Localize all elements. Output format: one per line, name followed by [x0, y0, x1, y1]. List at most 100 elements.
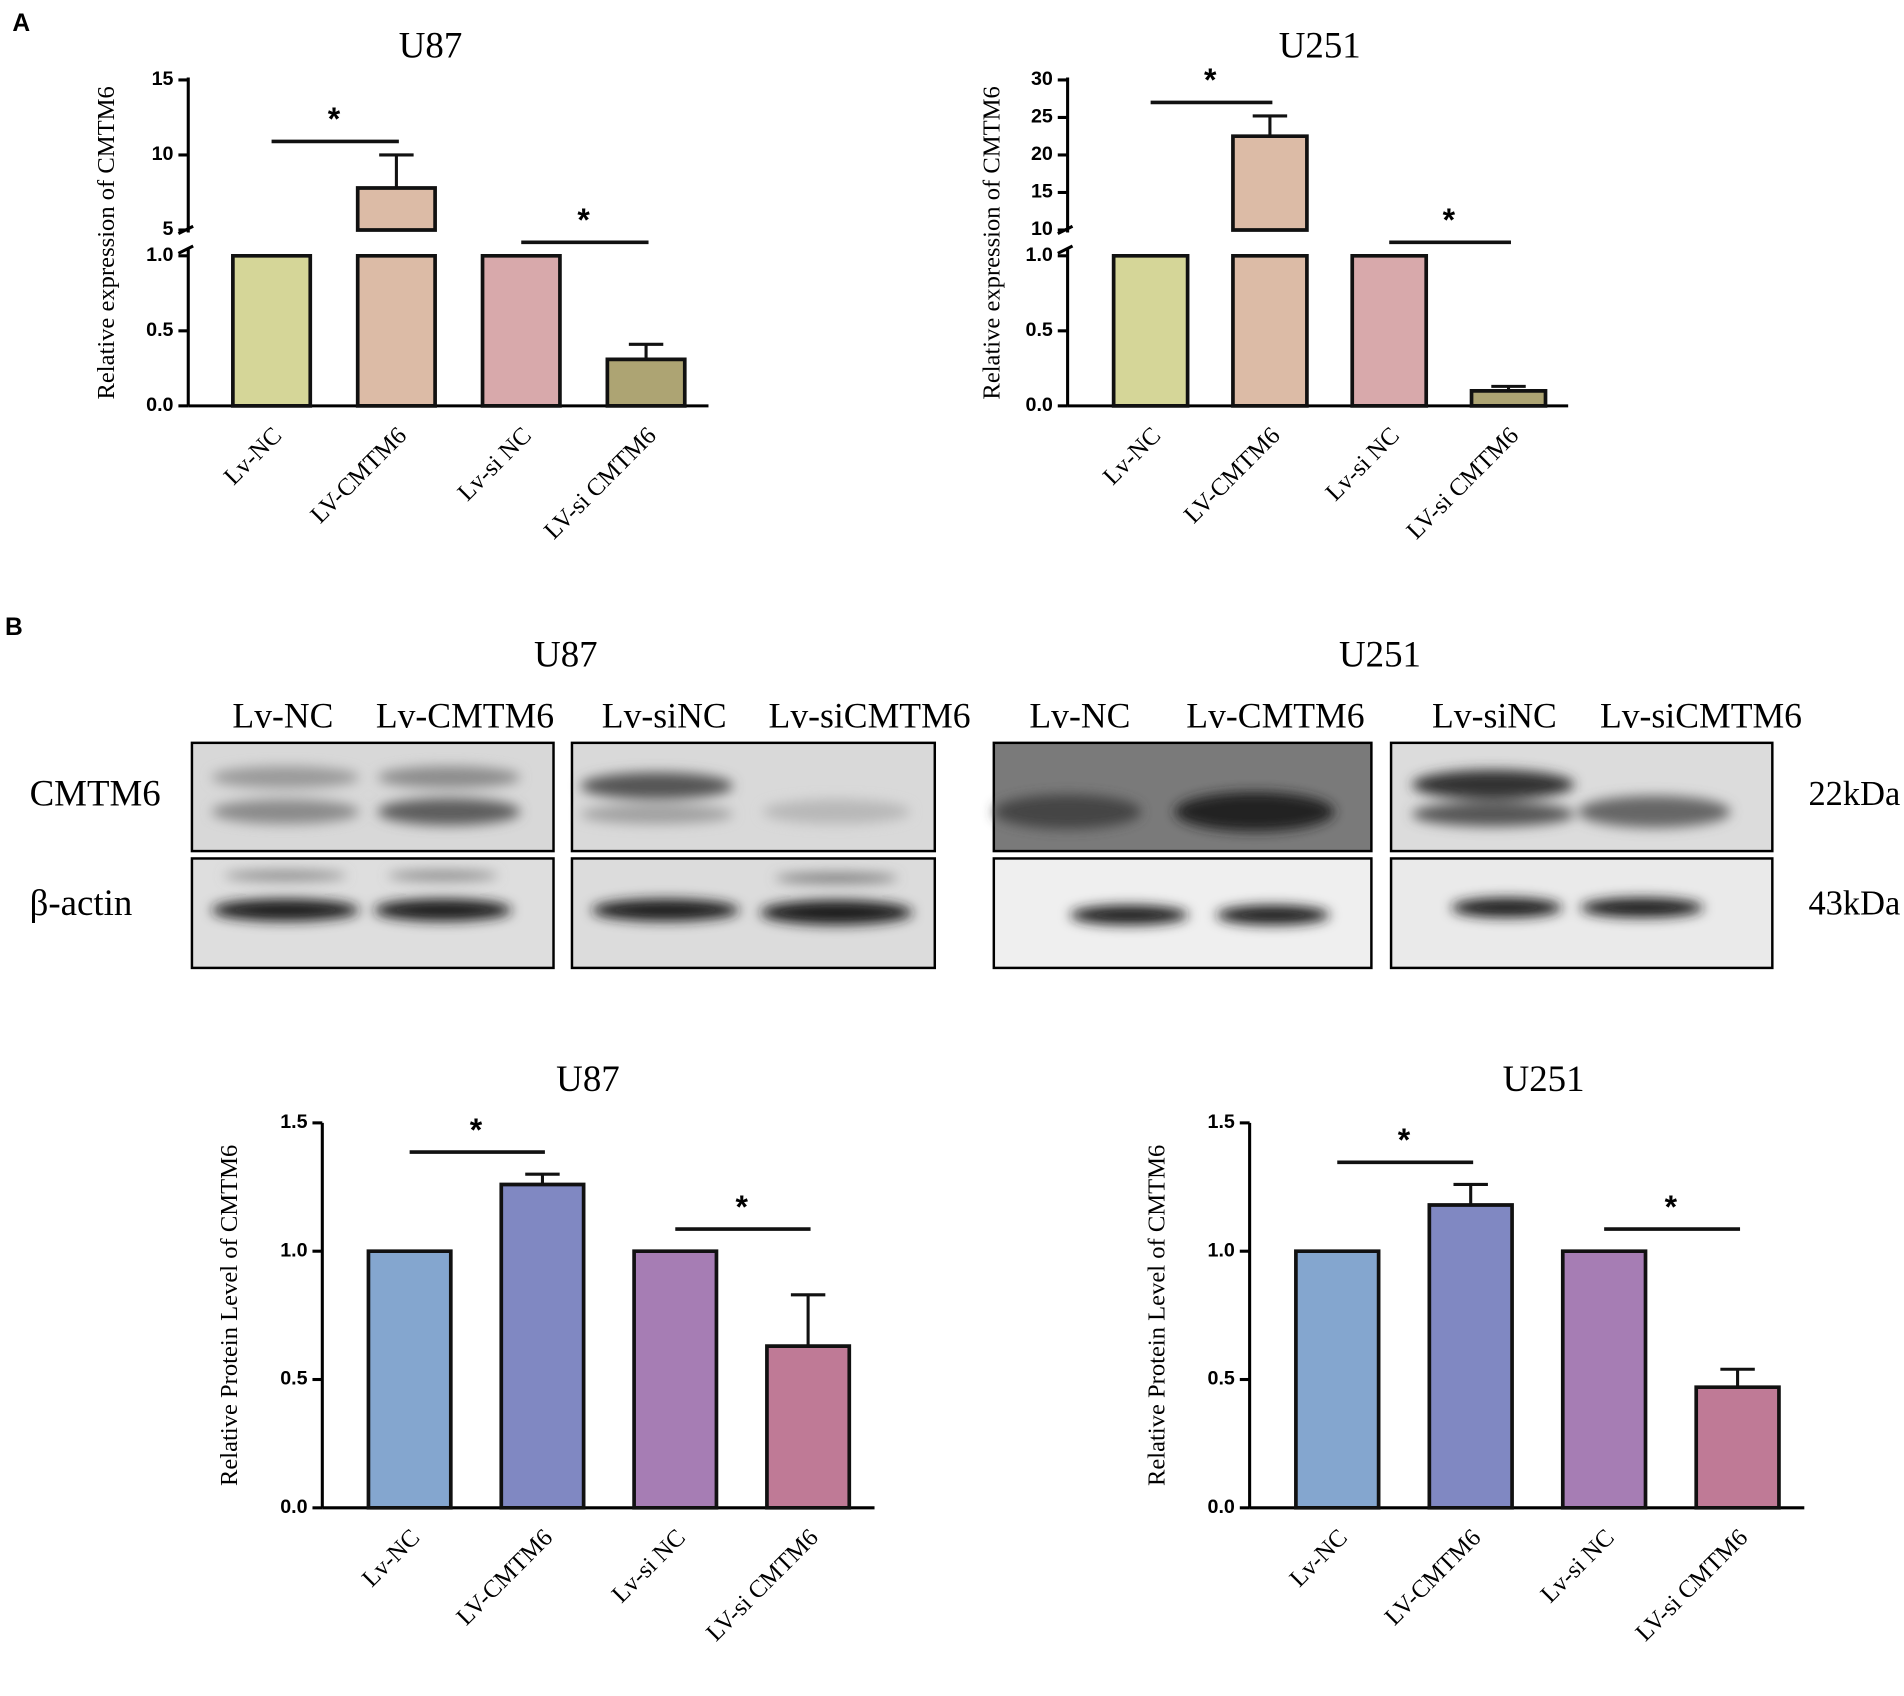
- lane-label: Lv-siCMTM6: [1600, 696, 1802, 736]
- chart-title: U87: [556, 1058, 620, 1099]
- bar: [480, 253, 562, 408]
- blot-size-label: 43kDa: [1808, 884, 1900, 922]
- chart-title: U87: [399, 25, 463, 66]
- y-tick-label: 1.5: [280, 1111, 307, 1133]
- blot-row-label: CMTM6: [30, 772, 161, 813]
- significance-label: *: [1665, 1189, 1678, 1225]
- significance-label: *: [577, 202, 590, 238]
- y-axis-label: Relative Protein Level of CMTM6: [1143, 1145, 1170, 1486]
- error-bar: [1252, 114, 1288, 137]
- y-tick-label: 0.5: [280, 1368, 307, 1390]
- y-tick-label: 1.5: [1208, 1111, 1235, 1133]
- lane-label: Lv-siCMTM6: [769, 696, 971, 736]
- error-bar: [628, 342, 664, 360]
- y-tick-label: 0.0: [1208, 1496, 1235, 1518]
- y-tick-label: 1.0: [146, 244, 173, 266]
- blot-size-label: 22kDa: [1808, 775, 1900, 813]
- y-tick-label: 1.0: [1208, 1239, 1235, 1261]
- bar: [1350, 253, 1429, 408]
- lane-label: Lv-NC: [232, 696, 333, 736]
- bar: [1294, 1249, 1381, 1510]
- panel-label: B: [5, 614, 23, 641]
- bar: [499, 1182, 586, 1510]
- y-tick-label: 0.5: [1208, 1368, 1235, 1390]
- x-tick-label: Lv-NC: [1098, 422, 1166, 490]
- x-tick-label: LV-CMTM6: [451, 1524, 558, 1631]
- x-tick-label: LV-si CMTM6: [1631, 1524, 1754, 1647]
- blot-title: U87: [534, 633, 598, 674]
- axis-break: [1057, 244, 1074, 255]
- x-tick-label: Lv-NC: [357, 1524, 425, 1592]
- y-tick-label: 25: [1031, 106, 1053, 128]
- significance-label: *: [735, 1189, 748, 1225]
- blot-bands-actin: [211, 870, 1704, 925]
- axis-break: [177, 244, 194, 255]
- y-tick-label: 15: [152, 68, 174, 90]
- blot-row-label: β-actin: [30, 882, 133, 923]
- x-tick-label: Lv-si NC: [1535, 1524, 1619, 1608]
- bar: [366, 1249, 453, 1510]
- error-bar: [790, 1293, 826, 1347]
- x-tick-label: Lv-si NC: [453, 422, 537, 506]
- y-axis-label: Relative Protein Level of CMTM6: [216, 1145, 243, 1486]
- bar: [231, 253, 313, 408]
- bar: [632, 1249, 719, 1510]
- y-axis-label: Relative expression of CMTM6: [93, 86, 120, 399]
- bar: [1469, 389, 1548, 408]
- bar: [1111, 253, 1190, 408]
- x-tick-label: LV-CMTM6: [305, 422, 412, 529]
- x-tick-label: Lv-NC: [219, 422, 287, 490]
- lane-label: Lv-NC: [1029, 696, 1130, 736]
- y-tick-label: 0.0: [1026, 394, 1053, 416]
- error-bar: [525, 1172, 560, 1185]
- bar: [1231, 134, 1309, 408]
- lane-label: Lv-siNC: [602, 696, 727, 736]
- lane-label: Lv-CMTM6: [1186, 696, 1364, 736]
- y-tick-label: 20: [1031, 143, 1053, 165]
- y-tick-label: 0.5: [1026, 319, 1053, 341]
- y-tick-label: 10: [152, 143, 174, 165]
- x-tick-label: Lv-NC: [1285, 1524, 1353, 1592]
- significance-label: *: [1204, 62, 1217, 98]
- y-tick-label: 5: [163, 218, 174, 240]
- x-tick-label: LV-CMTM6: [1179, 422, 1286, 529]
- significance-label: *: [1398, 1122, 1411, 1158]
- error-bar: [1491, 384, 1526, 391]
- bar: [765, 1344, 852, 1510]
- bar: [1694, 1385, 1781, 1510]
- lane-label: Lv-CMTM6: [376, 696, 554, 736]
- chart-title: U251: [1279, 25, 1361, 66]
- blot-title: U251: [1339, 633, 1421, 674]
- error-bar: [379, 153, 414, 188]
- significance-label: *: [470, 1112, 483, 1148]
- x-tick-label: LV-CMTM6: [1380, 1524, 1487, 1631]
- significance-label: *: [328, 101, 341, 137]
- y-tick-label: 1.0: [1026, 244, 1053, 266]
- y-tick-label: 30: [1031, 68, 1053, 90]
- y-tick-label: 10: [1031, 218, 1053, 240]
- y-axis-label: Relative expression of CMTM6: [978, 86, 1005, 399]
- y-tick-label: 0.0: [146, 394, 173, 416]
- blot-bands: [211, 766, 1731, 832]
- y-tick-label: 15: [1031, 181, 1053, 203]
- bar: [355, 186, 437, 408]
- lane-label: Lv-siNC: [1432, 696, 1557, 736]
- bar: [605, 357, 687, 408]
- error-bar: [1720, 1367, 1755, 1388]
- bar: [1427, 1203, 1514, 1510]
- bar: [1560, 1249, 1648, 1510]
- x-tick-label: LV-si CMTM6: [1402, 422, 1525, 545]
- x-tick-label: Lv-si NC: [607, 1524, 691, 1608]
- x-tick-label: LV-si CMTM6: [701, 1524, 824, 1647]
- chart-title: U251: [1503, 1058, 1585, 1099]
- y-tick-label: 0.5: [146, 319, 173, 341]
- x-tick-label: Lv-si NC: [1321, 422, 1405, 506]
- y-tick-label: 0.0: [280, 1496, 307, 1518]
- panel-label: A: [12, 10, 30, 37]
- y-tick-label: 1.0: [280, 1239, 307, 1261]
- significance-label: *: [1443, 202, 1456, 238]
- x-tick-label: LV-si CMTM6: [539, 422, 662, 545]
- error-bar: [1453, 1182, 1488, 1206]
